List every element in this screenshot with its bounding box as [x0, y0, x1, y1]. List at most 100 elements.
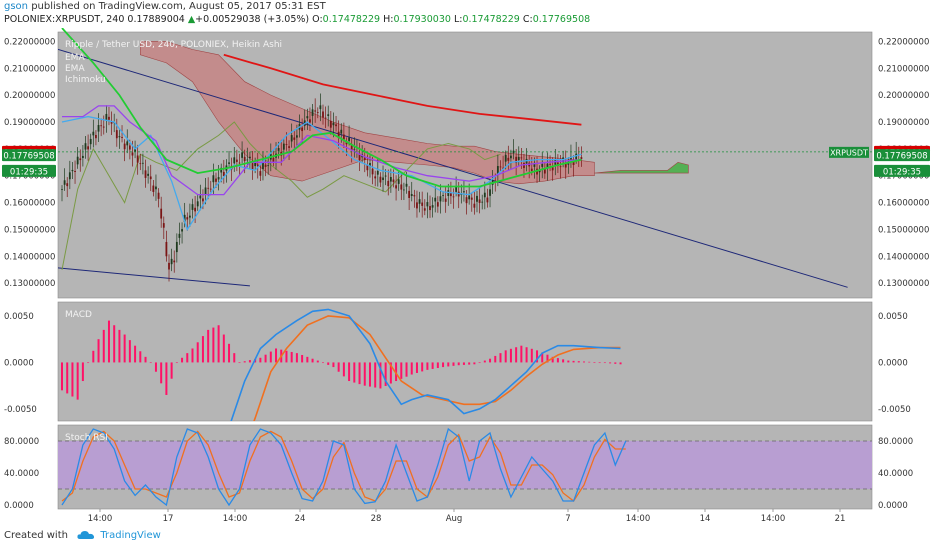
- macd-histogram-bar: [410, 362, 413, 375]
- macd-histogram-bar: [494, 355, 497, 363]
- candle-body: [149, 176, 152, 180]
- macd-histogram-bar: [186, 353, 189, 363]
- stoch-rsi-d-line: [61, 430, 626, 502]
- macd-histogram-bar: [201, 336, 204, 363]
- macd-histogram-bar: [379, 362, 382, 389]
- macd-histogram-bar: [468, 362, 471, 365]
- low-value: 0.17478229: [462, 14, 520, 25]
- candle-body: [212, 175, 215, 183]
- candle-body: [262, 162, 264, 169]
- macd-histogram-bar: [259, 357, 262, 363]
- candle-body: [332, 122, 335, 126]
- macd-histogram-bar: [191, 348, 194, 363]
- macd-histogram-bar: [609, 362, 612, 364]
- macd-histogram-bar: [212, 327, 215, 363]
- x-axis-label: 24: [295, 514, 306, 524]
- rsi-right-tick: 80.0000: [878, 437, 913, 447]
- indicator-label: Ichimoku: [65, 75, 106, 85]
- candle-body: [204, 187, 207, 195]
- candle-body: [309, 119, 311, 123]
- macd-histogram-bar: [306, 356, 309, 363]
- macd-histogram-bar: [593, 362, 596, 363]
- macd-histogram-bar: [368, 362, 371, 387]
- candle-body: [392, 179, 395, 183]
- candle-body: [400, 184, 403, 190]
- candle-body: [541, 163, 544, 167]
- candle-body: [267, 165, 270, 167]
- x-axis-label: 14:00: [626, 514, 651, 524]
- macd-histogram-bar: [452, 362, 455, 366]
- macd-histogram-bar: [301, 354, 304, 363]
- chart-canvas[interactable]: 0.22000000 0.22000000 0.21000000 0.21000000…: [0, 28, 932, 528]
- tradingview-brand[interactable]: TradingView: [100, 530, 161, 541]
- macd-histogram-bar: [583, 361, 585, 363]
- candle-body: [342, 134, 345, 140]
- price-left-tick: 0.13000000: [4, 279, 55, 289]
- macd-left-tick: 0.0000: [4, 358, 34, 368]
- price-left-tick: 0.15000000: [4, 225, 55, 235]
- candle-body: [81, 155, 84, 159]
- macd-histogram-bar: [421, 362, 424, 372]
- rsi-right-tick: 40.0000: [878, 469, 913, 479]
- x-axis-label: 14: [700, 514, 711, 524]
- macd-histogram-bar: [374, 362, 377, 388]
- candle-body: [319, 105, 322, 110]
- macd-histogram-bar: [222, 334, 225, 363]
- candle-body: [89, 138, 92, 145]
- macd-histogram-bar: [509, 348, 512, 363]
- candle-body: [188, 215, 191, 218]
- candle-body: [105, 113, 108, 121]
- candle-body: [251, 163, 254, 170]
- price-tag-left-text: 0.17769508: [3, 152, 54, 162]
- stoch-rsi-k-line: [61, 427, 627, 507]
- macd-histogram-bar: [228, 343, 231, 363]
- price-right-tick: 0.13000000: [878, 279, 929, 289]
- macd-histogram-bar: [113, 325, 116, 363]
- macd-histogram-bar: [353, 362, 356, 383]
- last-price: 0.17889004: [127, 14, 185, 25]
- price-right-tick: 0.15000000: [878, 225, 929, 235]
- candle-body: [473, 203, 476, 208]
- price-chart-title: Ripple / Tether USD, 240, POLONIEX, Heik…: [65, 40, 282, 50]
- macd-histogram-bar: [473, 362, 476, 365]
- candle-body: [165, 241, 168, 257]
- candle-body: [155, 186, 157, 190]
- author-name[interactable]: gson: [4, 1, 29, 12]
- candle-body: [382, 177, 384, 181]
- candle-body: [348, 137, 350, 141]
- x-axis-label: 14:00: [761, 514, 786, 524]
- candle-body: [272, 157, 275, 162]
- candle-body: [288, 146, 290, 148]
- macd-histogram-bar: [264, 354, 267, 363]
- macd-histogram-bar: [154, 362, 157, 372]
- candle-body: [87, 146, 89, 150]
- candle-body: [215, 178, 217, 182]
- candle-body: [241, 152, 243, 158]
- candle-body: [110, 121, 113, 124]
- x-axis-label: 21: [835, 514, 846, 524]
- macd-histogram-bar: [342, 362, 345, 377]
- macd-histogram-bar: [207, 329, 210, 363]
- candle-body: [403, 189, 405, 191]
- macd-histogram-bar: [66, 362, 69, 394]
- candle-body: [118, 136, 121, 138]
- macd-histogram-bar: [588, 361, 591, 363]
- macd-histogram-bar: [483, 360, 486, 363]
- macd-histogram-bar: [295, 353, 298, 363]
- high-value: 0.17930030: [393, 14, 451, 25]
- candle-body: [423, 208, 426, 211]
- candle-body: [408, 190, 411, 198]
- candle-body: [551, 167, 554, 171]
- candle-body: [152, 185, 155, 192]
- price-tag-left: [2, 164, 56, 177]
- price-left-tick: 0.19000000: [4, 118, 55, 128]
- candle-body: [66, 183, 69, 187]
- macd-histogram-bar: [551, 356, 554, 363]
- candle-body: [108, 116, 110, 120]
- candle-body: [452, 196, 455, 198]
- candle-body: [329, 120, 332, 128]
- candle-body: [376, 170, 379, 175]
- price-left-tick: 0.14000000: [4, 252, 55, 262]
- candle-body: [115, 130, 118, 139]
- candle-body: [502, 167, 504, 169]
